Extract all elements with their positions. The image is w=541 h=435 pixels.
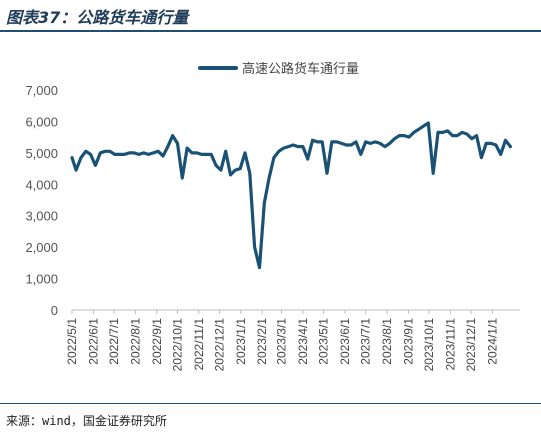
- y-tick-label: 6,000: [25, 114, 58, 129]
- y-tick-label: 0: [51, 303, 58, 318]
- legend: 高速公路货车通行量: [198, 61, 359, 77]
- bottom-rule: [0, 403, 541, 404]
- x-tick-label: 2023/3/1: [275, 318, 289, 365]
- line-chart: 高速公路货车通行量 0 1,000 2,000 3,000 4,000 5,000 6,00…: [25, 61, 520, 372]
- y-tick-label: 4,000: [25, 177, 58, 192]
- x-tick-label: 2023/9/1: [401, 318, 415, 365]
- x-tick-label: 2023/5/1: [317, 318, 331, 365]
- x-tick-label: 2022/6/1: [86, 318, 100, 365]
- x-tick-label: 2022/8/1: [128, 318, 142, 365]
- y-tick-label: 7,000: [25, 83, 58, 98]
- x-tick-label: 2022/10/1: [170, 318, 184, 372]
- legend-label: 高速公路货车通行量: [242, 61, 359, 77]
- series-layer: [70, 121, 512, 270]
- x-axis: 2022/5/1 2022/6/1 2022/7/1 2022/8/1 2022/9/1…: [65, 309, 520, 372]
- y-axis: 0 1,000 2,000 3,000 4,000 5,000 6,000 7,000: [25, 83, 58, 318]
- x-tick-label: 2023/10/1: [422, 318, 436, 372]
- series-line: [70, 121, 512, 270]
- x-tick-label: 2023/4/1: [296, 318, 310, 365]
- y-tick-label: 3,000: [25, 209, 58, 224]
- x-tick-label: 2022/7/1: [107, 318, 121, 365]
- x-tick-label: 2022/9/1: [150, 318, 164, 365]
- y-tick-label: 2,000: [25, 240, 58, 255]
- x-tick-label: 2022/12/1: [212, 318, 226, 372]
- x-tick-label: 2023/2/1: [255, 318, 269, 365]
- x-tick-label: 2023/12/1: [464, 318, 478, 372]
- figure-title: 图表37：公路货车通行量: [6, 8, 189, 27]
- x-tick-label: 2024/1/1: [485, 318, 499, 365]
- y-tick-label: 1,000: [25, 272, 58, 287]
- x-tick-label: 2023/1/1: [234, 318, 248, 365]
- y-tick-label: 5,000: [25, 146, 58, 161]
- x-tick-label: 2023/6/1: [338, 318, 352, 365]
- x-tick-label: 2023/11/1: [443, 318, 457, 371]
- x-tick-label: 2023/8/1: [380, 318, 394, 365]
- x-tick-label: 2022/11/1: [192, 318, 206, 371]
- top-rule: [0, 30, 541, 32]
- x-tick-label: 2023/7/1: [359, 318, 373, 365]
- x-tick-label: 2022/5/1: [65, 318, 79, 365]
- source-note: 来源：wind，国金证券研究所: [6, 414, 167, 428]
